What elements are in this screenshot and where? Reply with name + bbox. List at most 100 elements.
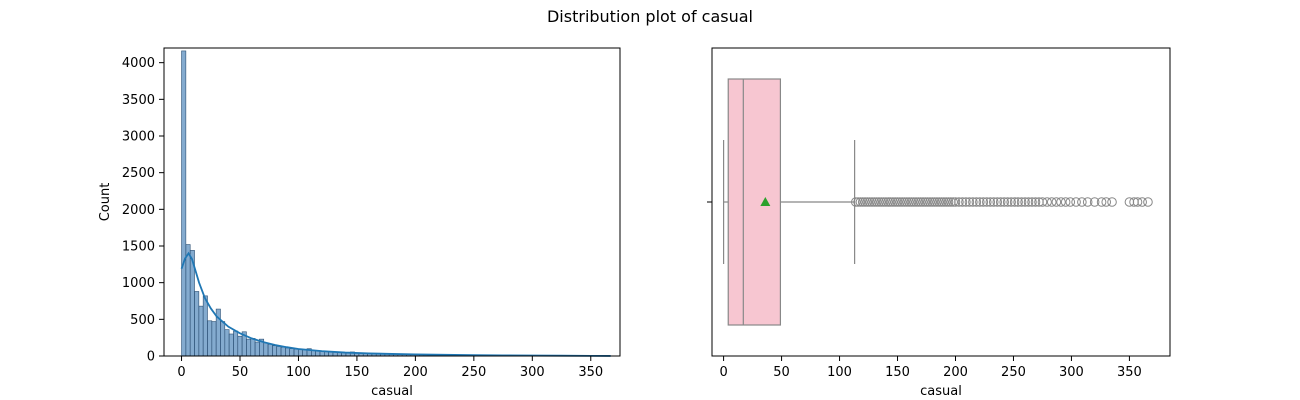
histogram-bar: [207, 320, 213, 357]
histogram-bars: [181, 50, 615, 357]
outlier-point: [885, 197, 896, 207]
outlier-point: [1056, 197, 1066, 207]
outlier-point: [971, 197, 982, 207]
histogram-bar: [224, 329, 230, 357]
outlier-point: [929, 197, 940, 207]
outlier-point: [936, 197, 947, 207]
boxplot-panel: 0 50 100 150 200 250 300 350 casual: [707, 47, 1171, 399]
outlier-point: [943, 197, 954, 207]
mean-marker: [760, 197, 771, 206]
outlier-point: [881, 197, 891, 207]
outlier-point: [1030, 197, 1041, 207]
histogram-bar: [185, 244, 191, 357]
histogram-y-tick-label: 3000: [122, 130, 155, 145]
outlier-point: [867, 197, 877, 207]
histogram-bar: [181, 50, 187, 357]
outlier-point: [1037, 197, 1048, 207]
outlier-point: [1016, 197, 1027, 207]
histogram-y-tick-label: 2500: [122, 166, 155, 181]
outlier-point: [1143, 197, 1153, 207]
boxplot-x-tick-label: 0: [719, 365, 727, 380]
outlier-point: [1137, 197, 1147, 207]
boxplot-x-tick-label: 350: [1117, 365, 1142, 380]
kde-curve: [180, 251, 611, 357]
histogram-bar: [220, 321, 226, 357]
outlier-point: [1009, 197, 1020, 207]
outlier-point: [934, 197, 945, 207]
outlier-point: [888, 197, 898, 207]
outlier-point: [939, 197, 949, 207]
outlier-point: [1042, 197, 1052, 207]
outlier-point: [1060, 197, 1071, 207]
outlier-point: [1082, 197, 1093, 207]
outlier-point: [992, 197, 1003, 207]
outlier-point: [1065, 197, 1076, 207]
outlier-point: [904, 197, 914, 207]
histogram-bar: [298, 349, 303, 357]
boxplot-x-tick-label: 150: [885, 365, 910, 380]
outlier-point: [1101, 197, 1112, 207]
outlier-point: [911, 197, 921, 207]
figure-title: Distribution plot of casual: [547, 7, 753, 26]
boxplot-x-tick-label: 300: [1059, 365, 1084, 380]
histogram-bar: [228, 333, 234, 357]
histogram-bar: [293, 348, 299, 357]
outlier-point: [915, 197, 926, 207]
outlier-point: [964, 197, 975, 207]
histogram-x-tick-label: 300: [520, 365, 545, 380]
histogram-y-tick-label: 2000: [122, 203, 155, 218]
boxplot-x-axis-label: casual: [920, 384, 962, 399]
histogram-bar: [272, 345, 278, 357]
histogram-bar: [198, 305, 204, 357]
histogram-bar: [237, 335, 243, 357]
histogram-bar: [280, 346, 286, 357]
boxplot-x-tick-label: 50: [773, 365, 790, 380]
outlier-point: [864, 197, 875, 207]
boxplot-content: [722, 78, 1153, 326]
outlier-point: [871, 197, 882, 207]
outlier-point: [874, 197, 884, 207]
outlier-point: [978, 197, 989, 207]
histogram-bar: [285, 347, 290, 357]
outlier-point: [922, 197, 933, 207]
outlier-point: [1107, 197, 1117, 207]
histogram-bar: [202, 295, 208, 357]
outlier-point: [892, 197, 903, 207]
outlier-point: [975, 197, 985, 207]
outlier-point: [1006, 197, 1016, 207]
outlier-point: [1071, 197, 1081, 207]
histogram-x-ticks: 0 50 100 150 200 250 300 350: [177, 356, 603, 380]
outlier-point: [1132, 197, 1143, 207]
histogram-bar: [254, 341, 260, 357]
outlier-point: [899, 197, 910, 207]
outlier-point: [876, 197, 887, 207]
outlier-point: [850, 197, 861, 207]
outlier-point: [860, 197, 870, 207]
histogram-x-tick-label: 0: [177, 365, 185, 380]
boxplot-x-tick-label: 100: [827, 365, 852, 380]
histogram-x-axis-label: casual: [371, 384, 413, 399]
outlier-point: [901, 197, 912, 207]
boxplot-x-ticks: 0 50 100 150 200 250 300 350: [719, 356, 1142, 380]
outlier-point: [906, 197, 917, 207]
histogram-bar: [211, 321, 217, 357]
outlier-point: [968, 197, 978, 207]
outlier-point: [1002, 197, 1013, 207]
outlier-point: [890, 197, 901, 207]
histogram-bar: [267, 343, 273, 357]
boxplot-x-tick-label: 250: [1001, 365, 1026, 380]
outlier-point: [999, 197, 1009, 207]
boxplot-x-tick-label: 200: [943, 365, 968, 380]
histogram-y-tick-label: 1000: [122, 276, 155, 291]
outlier-point: [982, 197, 992, 207]
outlier-point: [985, 197, 996, 207]
outlier-point: [948, 197, 958, 207]
outlier-point: [897, 197, 907, 207]
outlier-point: [853, 197, 863, 207]
histogram-y-tick-label: 0: [147, 350, 155, 365]
histogram-bar: [250, 338, 256, 357]
outlier-point: [869, 197, 880, 207]
histogram-bar: [302, 349, 308, 357]
histogram-x-tick-label: 50: [232, 365, 249, 380]
